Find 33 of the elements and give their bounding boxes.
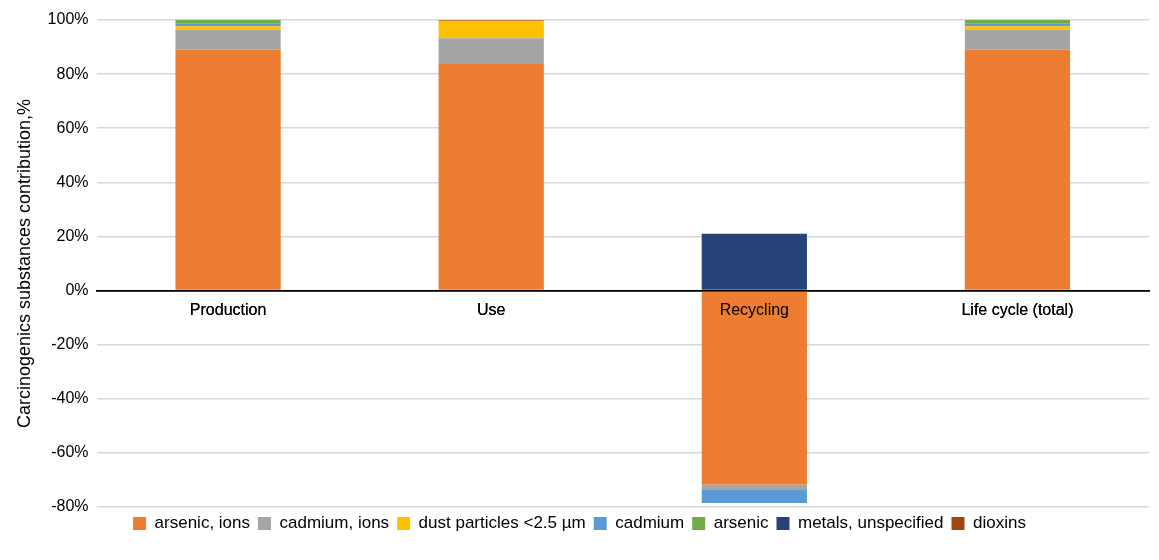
y-tick-label: 40% bbox=[56, 172, 89, 190]
y-axis-title: Carcinogenics substances contribution,% bbox=[13, 98, 34, 429]
legend-label: dust particles <2.5 µm bbox=[418, 513, 586, 533]
y-tick-label: 80% bbox=[56, 64, 89, 82]
bar bbox=[964, 49, 1071, 290]
y-tick-label: 100% bbox=[47, 10, 89, 28]
x-tick-label: Production bbox=[189, 300, 267, 318]
legend-label: cadmium bbox=[615, 513, 685, 533]
y-tick-label: -20% bbox=[51, 335, 89, 353]
bar bbox=[964, 29, 1071, 50]
legend-label: cadmium, ions bbox=[279, 513, 390, 533]
y-tick-label: -60% bbox=[51, 443, 89, 461]
bar bbox=[701, 484, 807, 490]
y-tick-label: 60% bbox=[56, 118, 89, 136]
x-tick-label: Use bbox=[476, 300, 506, 318]
x-tick-label: Life cycle (total) bbox=[961, 300, 1074, 318]
bar bbox=[701, 233, 807, 290]
legend-label: arsenic, ions bbox=[154, 513, 251, 533]
legend-label: dioxins bbox=[973, 513, 1026, 533]
bar bbox=[438, 38, 544, 65]
legend-label: metals, unspecified bbox=[797, 513, 944, 533]
bar bbox=[175, 49, 281, 290]
y-tick-label: -80% bbox=[51, 497, 89, 515]
bar bbox=[701, 489, 807, 503]
bar bbox=[701, 291, 807, 485]
y-tick-label: 20% bbox=[56, 226, 89, 244]
y-tick-label: 0% bbox=[65, 280, 89, 298]
bar bbox=[438, 20, 544, 39]
bar bbox=[175, 29, 281, 50]
legend-label: arsenic bbox=[713, 513, 769, 533]
x-tick-label: Recycling bbox=[719, 300, 789, 318]
y-tick-label: -40% bbox=[51, 389, 89, 407]
bar bbox=[438, 64, 544, 290]
